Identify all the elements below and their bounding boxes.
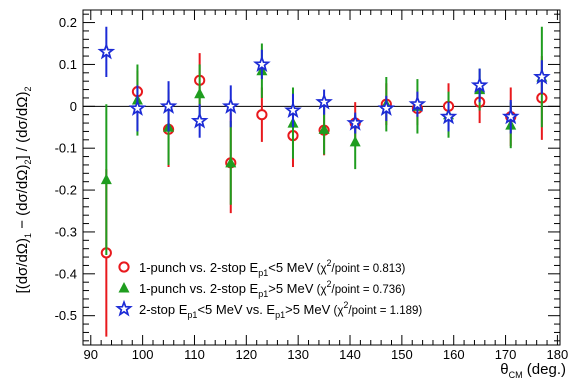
x-tick-label: 170 [495, 347, 517, 362]
legend-text: <5 MeV [268, 260, 313, 275]
axis-ticks: 90 100 110 120 130 140 150 160 170 180 -0.5 -0.4 -0.… [55, 10, 569, 362]
legend-superscript: 2 [326, 258, 331, 268]
marker-filled-triangle [225, 156, 237, 168]
legend-text: 1-punch vs. 2-stop E [139, 260, 259, 275]
y-tick-label: 0.2 [59, 15, 77, 30]
data-series [97, 26, 551, 337]
legend-subscript: p1 [187, 310, 197, 320]
legend-subscript: p1 [258, 289, 268, 299]
legend-text: 2-stop E [139, 302, 188, 317]
legend-subscript: p1 [275, 310, 285, 320]
marker-filled-triangle [318, 123, 330, 134]
marker-open-star [470, 76, 489, 93]
legend-label-1: 1-punch vs. 2-stop Ep1<5 MeV (χ2/point =… [139, 258, 406, 278]
y-tick-label: -0.1 [55, 141, 77, 156]
y-tick-label: 0.1 [59, 57, 77, 72]
legend-label-3: 2-stop Ep1<5 MeV vs. Ep1>5 MeV (χ2/point… [139, 300, 422, 320]
legend-fit-text: (χ [313, 263, 326, 275]
x-tick-label: 150 [391, 347, 413, 362]
marker-filled-triangle [100, 173, 112, 185]
x-tick-label: 90 [84, 347, 98, 362]
y-axis-title: [(dσ/dΩ)1 − (dσ/dΩ)2] / (dσ/dΩ)2 [14, 87, 33, 294]
plot-frame [82, 9, 561, 346]
x-tick-label: 140 [339, 347, 361, 362]
legend-superscript: 2 [326, 279, 331, 289]
y-tick-label: -0.2 [55, 183, 77, 198]
y-tick-label: -0.3 [55, 224, 77, 239]
marker-open-star [115, 299, 133, 317]
legend: 1-punch vs. 2-stop Ep1<5 MeV (χ2/point =… [115, 258, 422, 320]
legend-fit-text: /point = 0.736) [332, 284, 406, 296]
y-tick-label: 0 [70, 99, 77, 114]
legend-subscript: p1 [258, 268, 268, 278]
marker-open-star [97, 42, 116, 60]
marker-open-star [190, 111, 209, 129]
marker-open-circle [256, 109, 268, 121]
marker-filled-triangle [118, 282, 130, 293]
marker-open-star [501, 107, 520, 125]
legend-fit-text: /point = 1.189) [348, 305, 422, 317]
legend-fit-text: (χ [330, 305, 343, 317]
legend-label-2: 1-punch vs. 2-stop Ep1>5 MeV (χ2/point =… [139, 279, 406, 299]
marker-open-star [159, 97, 178, 114]
marker-open-star [377, 99, 396, 116]
x-tick-label: 120 [235, 347, 257, 362]
marker-filled-triangle [349, 135, 361, 147]
x-tick-label: 130 [287, 347, 309, 362]
marker-open-star [221, 97, 240, 114]
marker-open-circle [118, 261, 130, 273]
marker-open-star [253, 55, 271, 72]
legend-text: 1-punch vs. 2-stop E [139, 281, 259, 296]
y-tick-label: -0.4 [55, 266, 77, 281]
marker-open-star [128, 99, 147, 116]
marker-open-star [533, 67, 551, 85]
x-axis-title: θCM (deg.) [500, 361, 566, 379]
legend-fit-text: (χ [313, 284, 326, 296]
series-2 [100, 26, 548, 255]
x-tick-label: 160 [443, 347, 465, 362]
series-3 [97, 26, 551, 138]
plot-area-border [82, 9, 561, 346]
x-tick-label: 100 [132, 347, 154, 362]
legend-fit-text: /point = 0.813) [332, 263, 406, 275]
marker-open-star [315, 92, 333, 110]
marker-open-star [408, 94, 427, 112]
x-tick-label: 180 [547, 347, 569, 362]
legend-text: >5 MeV [268, 281, 313, 296]
marker-open-star [284, 101, 302, 119]
legend-text: <5 MeV vs. E [197, 302, 275, 317]
y-tick-label: -0.5 [55, 308, 77, 323]
marker-filled-triangle [194, 87, 206, 99]
legend-superscript: 2 [343, 300, 348, 310]
marker-open-star [439, 107, 458, 125]
marker-open-star [346, 113, 365, 131]
legend-text: >5 MeV [285, 302, 330, 317]
x-tick-label: 110 [184, 347, 205, 362]
